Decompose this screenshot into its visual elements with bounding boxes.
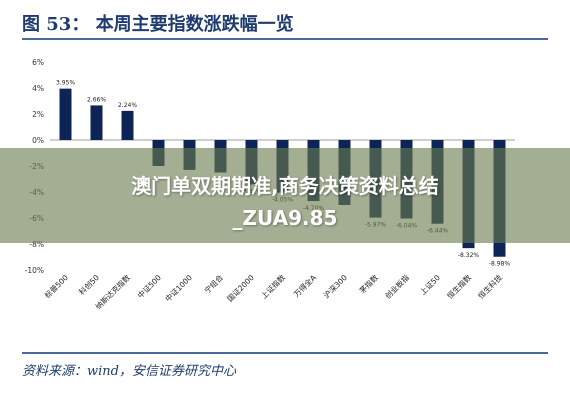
data-label: -8.98% bbox=[489, 261, 511, 268]
x-tick-label: 万得全A bbox=[291, 272, 318, 299]
data-label: 2.24% bbox=[118, 102, 137, 109]
x-tick-label: 上证指数 bbox=[259, 272, 288, 301]
source-rule bbox=[22, 352, 548, 354]
x-tick-label: 中证1000 bbox=[163, 272, 194, 303]
x-tick-label: 恒生科技 bbox=[476, 272, 505, 301]
y-tick-label: -8% bbox=[29, 240, 44, 249]
bar bbox=[121, 110, 134, 140]
data-label: 2.66% bbox=[87, 96, 106, 103]
bar bbox=[59, 88, 72, 140]
watermark-line-2: _ZUA9.85 bbox=[232, 206, 338, 230]
y-tick-label: -10% bbox=[25, 266, 44, 275]
x-tick-label: 科创50 bbox=[76, 272, 101, 297]
x-tick-label: 国证2000 bbox=[225, 273, 256, 304]
data-label: -8.32% bbox=[458, 252, 480, 259]
x-tick-label: 宁组合 bbox=[202, 272, 225, 295]
figure-title: 图 53： 本周主要指数涨跌幅一览 bbox=[22, 14, 294, 35]
x-tick-label: 上证50 bbox=[418, 273, 442, 297]
x-tick-label: 中证500 bbox=[135, 272, 163, 300]
y-tick-label: 4% bbox=[32, 84, 44, 93]
watermark-line-1: 澳门单双期期准,商务决策资料总结 bbox=[131, 174, 439, 198]
title-rule bbox=[22, 38, 548, 40]
watermark-banner: 澳门单双期期准,商务决策资料总结 _ZUA9.85 bbox=[0, 148, 570, 243]
x-tick-label: 标普500 bbox=[42, 272, 70, 300]
x-tick-label: 恒生指数 bbox=[445, 272, 474, 301]
x-tick-label: 创业板指 bbox=[383, 272, 412, 301]
y-tick-label: 0% bbox=[32, 136, 44, 145]
y-tick-label: 2% bbox=[32, 110, 44, 119]
x-tick-label: 茅指数 bbox=[357, 272, 380, 295]
bar bbox=[90, 105, 103, 140]
data-label: 3.95% bbox=[56, 80, 75, 87]
source-note: 资料来源：wind，安信证券研究中心 bbox=[22, 364, 236, 379]
y-tick-label: 6% bbox=[32, 58, 44, 67]
x-tick-label: 沪深300 bbox=[321, 272, 349, 300]
